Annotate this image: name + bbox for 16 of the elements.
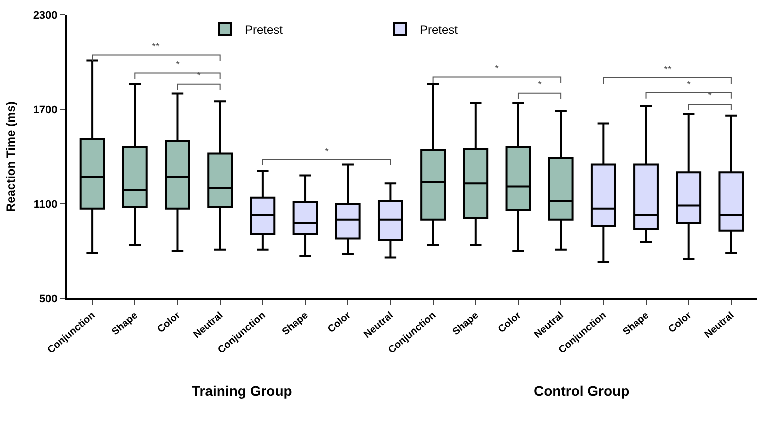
y-tick-label: 1700 <box>33 104 58 116</box>
annotation: * <box>538 80 542 91</box>
text: Control Group <box>534 383 630 399</box>
y-tick-label: 500 <box>39 294 58 306</box>
text: Training Group <box>192 383 292 399</box>
annotation: * <box>325 147 329 158</box>
annotation: * <box>495 64 499 75</box>
annotation: ** <box>664 65 672 76</box>
annotation: * <box>176 60 180 71</box>
annotation: ** <box>152 42 160 53</box>
annotation: * <box>687 80 691 91</box>
legend-label: Pretest <box>245 23 284 38</box>
y-tick-label: 1100 <box>34 198 58 211</box>
y-tick-label: 2300 <box>33 10 58 22</box>
y-axis-title: Reaction Time (ms) <box>4 102 18 212</box>
legend-label: Pretest <box>420 23 459 38</box>
